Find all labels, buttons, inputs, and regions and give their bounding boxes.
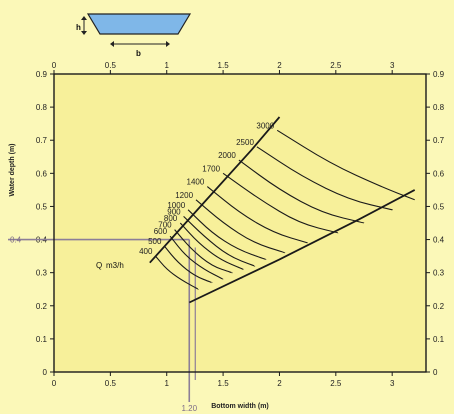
flow-curve-label-1000: 1000 xyxy=(167,201,185,210)
bottom-tick-label: 3 xyxy=(390,379,395,388)
right-tick-label: 0.3 xyxy=(433,269,445,278)
height-arrow-head-bottom xyxy=(81,31,87,35)
top-tick-label: 3 xyxy=(390,61,395,70)
bottom-tick-label: 2.5 xyxy=(330,379,342,388)
bottom-tick-label: 2 xyxy=(277,379,282,388)
left-tick-label: 0.7 xyxy=(36,136,48,145)
left-tick-label: 0.5 xyxy=(36,202,48,211)
left-tick-label: 0.2 xyxy=(36,302,48,311)
top-tick-label: 2 xyxy=(277,61,282,70)
flow-rate-symbol: Q xyxy=(96,261,102,270)
flow-curve-2500 xyxy=(256,146,393,211)
left-tick-label: 0.3 xyxy=(36,269,48,278)
bottom-tick-label: 0 xyxy=(52,379,57,388)
flow-curve-1200 xyxy=(195,199,286,254)
flow-curve-1700 xyxy=(222,172,339,234)
width-label: b xyxy=(136,49,141,58)
flow-curve-label-2000: 2000 xyxy=(218,151,236,160)
reference-width-value: 1.20 xyxy=(181,404,197,413)
right-tick-label: 0.6 xyxy=(433,169,445,178)
left-tick-label: 0.8 xyxy=(36,103,48,112)
flow-curve-label-700: 700 xyxy=(158,221,172,230)
bottom-tick-label: 1 xyxy=(165,379,170,388)
flow-curve-900 xyxy=(183,216,256,267)
upper-boundary-line xyxy=(149,116,281,264)
right-tick-label: 0.7 xyxy=(433,136,445,145)
reference-depth-value: 0.4 xyxy=(10,236,22,245)
flow-rate-unit: m3/h xyxy=(106,261,124,270)
flow-curve-400 xyxy=(155,255,199,290)
flow-curve-label-600: 600 xyxy=(154,227,168,236)
flow-curve-1400 xyxy=(206,186,308,244)
top-tick-label: 2.5 xyxy=(330,61,342,70)
width-arrow-head-left xyxy=(110,41,114,47)
channel-cross-section-diagram: h b xyxy=(76,13,192,58)
right-tick-label: 0.5 xyxy=(433,202,445,211)
reference-lines: 0.4 1.20 xyxy=(8,236,198,413)
right-tick-label: 0.4 xyxy=(433,236,445,245)
flow-curve-label-900: 900 xyxy=(167,207,181,216)
top-tick-label: 0.5 xyxy=(105,61,117,70)
flow-curve-label-500: 500 xyxy=(148,237,162,246)
flow-curve-label-1700: 1700 xyxy=(202,164,220,173)
y-axis-label: Water depth (m) xyxy=(9,143,16,196)
right-tick-label: 0.8 xyxy=(433,103,445,112)
flow-curve-600 xyxy=(169,235,224,280)
height-label: h xyxy=(76,23,81,32)
flow-curve-3000 xyxy=(276,129,415,201)
flow-curve-1000 xyxy=(187,209,267,260)
flow-curve-label-800: 800 xyxy=(164,214,178,223)
trapezoid-shape xyxy=(86,13,192,35)
flow-curves xyxy=(155,129,415,290)
flow-curve-800 xyxy=(179,222,244,270)
flow-curve-2000 xyxy=(238,159,365,224)
left-tick-label: 0.9 xyxy=(36,70,48,79)
boundary-lines xyxy=(149,116,416,304)
bottom-tick-label: 1.5 xyxy=(218,379,230,388)
plot-frame xyxy=(53,73,427,373)
right-tick-label: 0.1 xyxy=(433,335,445,344)
bottom-tick-label: 0.5 xyxy=(105,379,117,388)
lower-boundary-line xyxy=(188,189,416,304)
left-tick-label: 0 xyxy=(43,368,48,377)
x-axis-label: Bottom width (m) xyxy=(211,403,269,410)
top-tick-label: 1.5 xyxy=(218,61,230,70)
top-tick-label: 0 xyxy=(52,61,57,70)
right-tick-label: 0.9 xyxy=(433,70,445,79)
left-tick-label: 0.1 xyxy=(36,335,48,344)
flow-curve-label-2500: 2500 xyxy=(236,138,254,147)
flow-curve-label-1400: 1400 xyxy=(187,178,205,187)
flow-curve-500 xyxy=(164,245,213,284)
flow-curve-label-1200: 1200 xyxy=(175,191,193,200)
height-arrow-head-top xyxy=(81,16,87,20)
flow-curve-700 xyxy=(174,229,233,274)
right-tick-label: 0 xyxy=(433,368,438,377)
flow-curve-label-3000: 3000 xyxy=(256,121,274,130)
top-tick-label: 1 xyxy=(165,61,170,70)
flow-curve-label-400: 400 xyxy=(139,247,153,256)
right-tick-label: 0.2 xyxy=(433,302,445,311)
left-tick-label: 0.6 xyxy=(36,169,48,178)
plot-area xyxy=(54,74,426,372)
width-arrow-head-right xyxy=(166,41,170,47)
axes-ticks: 0 0.5 1 1.5 2 2.5 3 0 0.5 1 1.5 2 2.5 3 0 0.1 0.2 0.3 0.4 0… xyxy=(36,61,445,388)
